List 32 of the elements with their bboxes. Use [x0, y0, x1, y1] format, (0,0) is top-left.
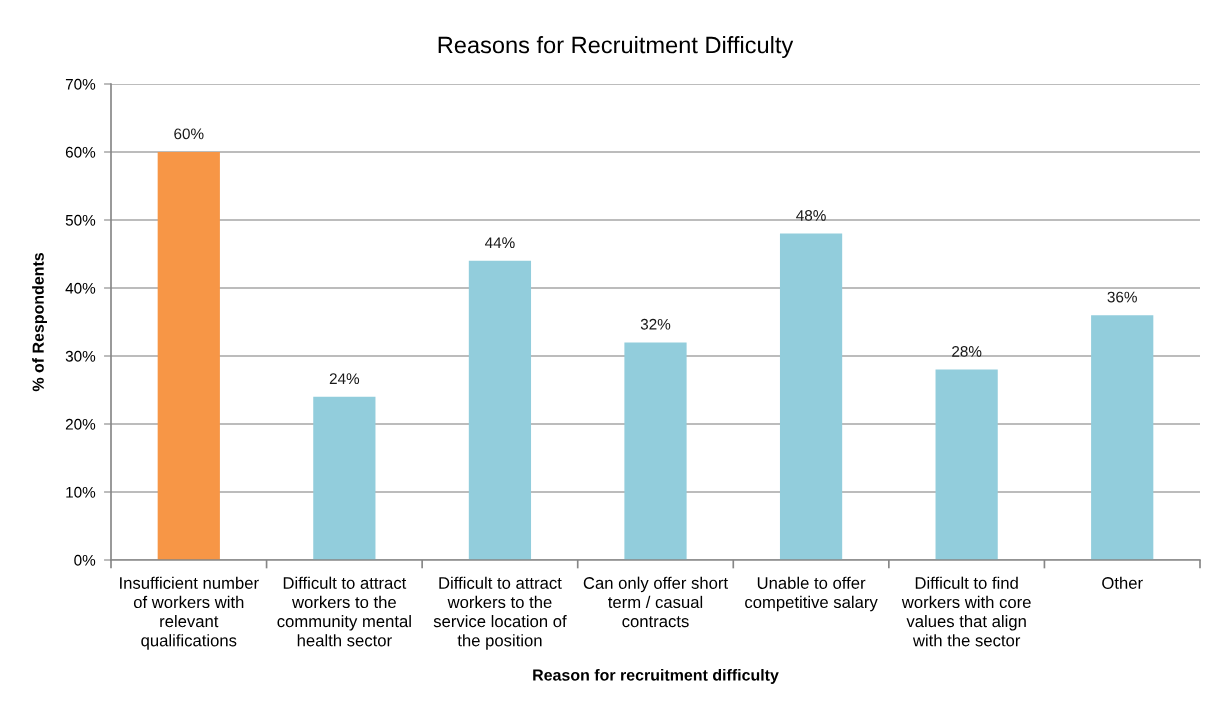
x-axis-title: Reason for recruitment difficulty — [533, 669, 779, 684]
x-tick-label: Difficult to find workers with core values that align with the sector — [901, 576, 1031, 647]
bar — [779, 233, 843, 560]
data-label: 36% — [1107, 291, 1137, 303]
y-tick-label: 0% — [74, 554, 96, 566]
x-tick-label: Can only offer short term / casual contracts — [583, 576, 728, 628]
bar — [468, 260, 532, 560]
y-tick-label: 50% — [65, 214, 96, 226]
bar — [935, 369, 998, 560]
data-label: 24% — [329, 373, 360, 384]
y-tick-label: 20% — [65, 418, 96, 430]
chart-title: Reasons for Recruitment Difficulty — [438, 36, 794, 58]
y-axis-title: % of Respondents — [32, 252, 47, 392]
data-label: 48% — [796, 210, 826, 221]
x-tick-label: Unable to offer competitive salary — [745, 576, 878, 612]
x-tick-label: Other — [1102, 576, 1143, 589]
data-label: 28% — [952, 346, 982, 357]
y-tick-label: 70% — [65, 78, 96, 90]
bar — [624, 342, 687, 560]
y-tick-label: 10% — [66, 486, 96, 498]
data-label: 60% — [174, 128, 204, 140]
x-tick-label: Difficult to attract workers to the service location of the position — [433, 576, 567, 650]
data-label: 32% — [640, 318, 671, 330]
bar — [313, 396, 376, 560]
y-tick-label: 60% — [65, 146, 96, 158]
data-label: 44% — [484, 237, 515, 248]
y-tick-label: 40% — [65, 282, 96, 294]
bar — [1091, 315, 1154, 560]
bar — [157, 152, 220, 560]
y-tick-label: 30% — [65, 350, 96, 362]
x-tick-label: Insufficient number of workers with relevant qualifications — [120, 576, 259, 650]
x-tick-label: Difficult to attract workers to the community mental health sector — [277, 576, 411, 647]
